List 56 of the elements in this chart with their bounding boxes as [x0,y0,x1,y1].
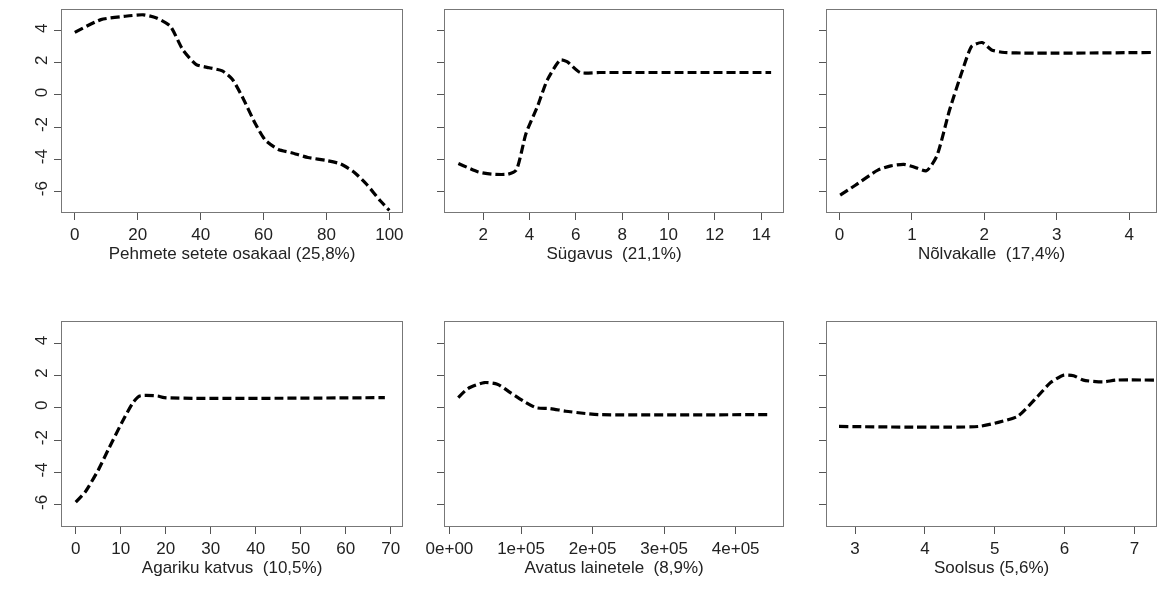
x-tick-label: 50 [291,539,311,559]
x-tick-label: 40 [191,225,211,245]
x-axis-title: Nõlvakalle (17,4%) [917,244,1066,264]
y-tick-label: -4 [32,462,52,478]
x-tick-label: 100 [375,225,404,245]
y-tick-label: -2 [32,116,52,133]
y-tick-label: 4 [32,335,52,346]
x-tick-label: 2 [478,225,488,245]
x-axis-title: Agariku katvus (10,5%) [141,558,323,578]
line-series [74,393,387,504]
x-tick-label: 40 [246,539,266,559]
x-tick-label: 7 [1129,539,1140,559]
x-axis-title: Avatus lainetele (8,9%) [524,558,704,578]
x-tick-label: 4e+05 [711,539,760,559]
x-tick-label: 2e+05 [568,539,617,559]
line-series [73,13,391,212]
y-tick-label: 0 [32,400,52,410]
y-tick-label: -6 [32,181,52,197]
x-tick-label: 60 [336,539,356,559]
y-tick-label: 2 [32,55,52,66]
y-tick-label: -2 [32,430,52,446]
x-tick-label: 20 [128,225,148,245]
x-tick-label: 2 [979,225,990,245]
x-tick-label: 0 [70,225,80,245]
x-tick-label: 10 [659,225,678,245]
x-tick-label: 3e+05 [640,539,689,559]
x-tick-label: 0 [834,225,845,245]
y-tick-label: -4 [32,148,52,165]
x-tick-label: 6 [1059,539,1070,559]
x-axis-title: Soolsus (5,6%) [933,558,1050,578]
x-tick-label: 14 [751,225,771,245]
x-tick-label: 1 [907,225,917,245]
x-tick-label: 4 [524,225,535,245]
x-tick-label: 1e+05 [497,539,545,559]
x-tick-label: 4 [920,539,930,559]
x-tick-label: 8 [617,225,627,245]
x-axis-title: Sügavus (21,1%) [546,244,682,264]
x-tick-label: 0 [70,539,81,559]
x-tick-label: 30 [201,539,221,559]
x-tick-label: 80 [317,225,336,245]
x-tick-label: 60 [254,225,274,245]
x-tick-label: 12 [705,225,725,245]
y-tick-label: 4 [32,23,52,34]
x-tick-label: 0e+00 [425,539,474,559]
x-tick-label: 70 [381,539,401,559]
y-tick-label: 2 [32,368,52,378]
x-tick-label: 20 [156,539,176,559]
x-tick-label: 3 [1052,225,1062,245]
y-tick-label: -6 [32,494,52,510]
x-tick-label: 3 [850,539,860,559]
y-tick-label: 0 [32,87,52,98]
x-tick-label: 4 [1124,225,1134,245]
x-tick-label: 6 [571,225,581,245]
x-tick-label: 10 [111,539,131,559]
x-axis-title: Pehmete setete osakaal (25,8%) [108,244,356,264]
x-tick-label: 5 [989,539,1000,559]
